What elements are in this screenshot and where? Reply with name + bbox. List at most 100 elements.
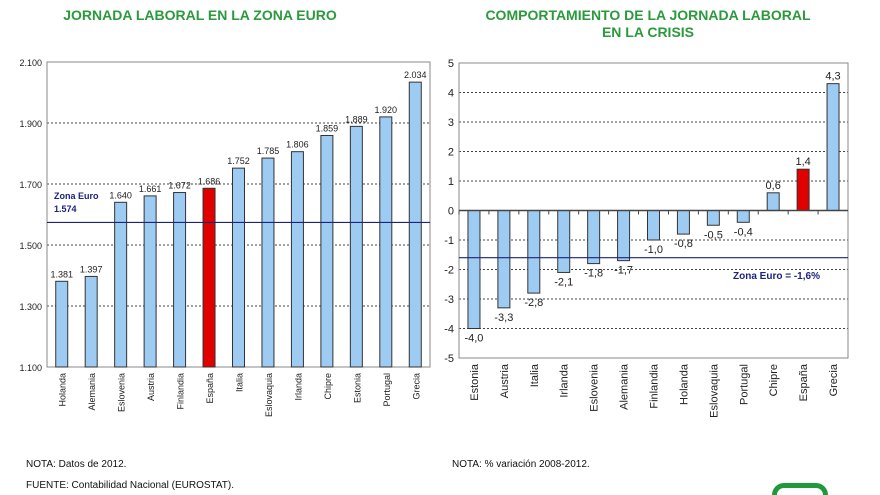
bar-eslovenia <box>587 210 601 265</box>
data-label: -0,8 <box>674 238 693 250</box>
bar-finlandia <box>647 210 660 241</box>
data-label: 4,3 <box>825 71 840 83</box>
x-tick-label: Portugal <box>738 364 750 405</box>
y-tick-label: -2 <box>444 265 454 277</box>
y-tick-label: 1 <box>448 176 454 188</box>
chart-title-left: JORNADA LABORAL EN LA ZONA EURO <box>63 7 337 23</box>
x-tick-label: Estonia <box>469 363 481 401</box>
y-tick-label: 1.500 <box>19 241 42 251</box>
reference-label-line2: 1.574 <box>54 204 77 214</box>
x-tick-label: Alemania <box>619 363 631 410</box>
y-tick-label: 3 <box>448 117 454 129</box>
source-left: FUENTE: Contabilidad Nacional (EUROSTAT)… <box>26 480 235 491</box>
x-tick-label: Eslovenia <box>117 373 127 412</box>
y-tick-label: -5 <box>444 353 454 365</box>
bar-holanda <box>55 280 69 368</box>
chart-title-right-line1: COMPORTAMIENTO DE LA JORNADA LABORAL <box>485 7 811 23</box>
y-tick-label: 1.100 <box>19 363 42 373</box>
bar-portugal <box>379 116 393 368</box>
bar-irlanda <box>557 210 571 273</box>
data-label: 1.381 <box>50 269 73 279</box>
bar-grecia <box>826 83 840 211</box>
y-tick-label: 2.100 <box>19 58 42 68</box>
x-tick-label: Eslovaquia <box>708 363 720 418</box>
data-label: 1.806 <box>286 140 309 150</box>
data-label: -0,4 <box>734 226 753 238</box>
data-label: -1,0 <box>644 244 663 256</box>
data-label: -1,8 <box>584 268 603 280</box>
y-tick-label: 1.300 <box>19 302 42 312</box>
x-tick-label: Holanda <box>678 363 690 405</box>
x-tick-label: Grecia <box>411 373 421 400</box>
bar-chipre <box>766 192 780 212</box>
x-tick-label: España <box>798 363 810 401</box>
x-tick-label: Chipre <box>323 373 333 400</box>
note-right: NOTA: % variación 2008-2012. <box>452 459 590 470</box>
bar-italia <box>527 210 541 294</box>
data-label: 1.672 <box>168 181 191 191</box>
data-label: 1.920 <box>375 105 398 115</box>
data-label: -0,5 <box>704 229 723 241</box>
y-tick-label: 1.900 <box>19 119 42 129</box>
x-tick-label: Alemania <box>87 373 97 411</box>
x-tick-label: Chipre <box>768 364 780 396</box>
y-tick-label: 5 <box>448 58 454 70</box>
bar-grecia <box>408 81 422 368</box>
y-tick-label: 1.700 <box>19 180 42 190</box>
x-tick-label: Irlanda <box>293 373 303 401</box>
x-tick-label: Eslovenia <box>589 363 601 412</box>
bar-eslovaquia <box>261 157 275 368</box>
data-label: -3,3 <box>494 312 513 324</box>
data-label: 1.859 <box>316 124 339 134</box>
x-tick-label: Irlanda <box>559 363 571 398</box>
note-left: NOTA: Datos de 2012. <box>26 459 127 470</box>
data-label: 0,6 <box>766 180 781 192</box>
bar-austria <box>497 210 511 309</box>
x-tick-label: Austria <box>146 373 156 401</box>
bar-irlanda <box>290 151 304 368</box>
bar-eslovaquia <box>706 210 720 226</box>
data-label: 1.752 <box>227 156 250 166</box>
data-label: 1,4 <box>795 156 810 168</box>
x-tick-label: Estonia <box>352 373 362 403</box>
x-tick-label: Italia <box>235 373 245 392</box>
y-tick-label: -4 <box>444 324 454 336</box>
x-tick-label: Holanda <box>58 373 68 407</box>
data-label: 1.889 <box>345 114 368 124</box>
bar-finlandia <box>173 192 187 368</box>
bar-eslovenia <box>114 201 128 368</box>
chart-title-right-line2: EN LA CRISIS <box>602 24 694 40</box>
x-tick-label: España <box>205 373 215 404</box>
logo-icon <box>772 483 828 495</box>
data-label: 1.397 <box>80 264 103 274</box>
bar-estonia <box>467 210 481 329</box>
bar-italia <box>232 167 245 368</box>
y-tick-label: 4 <box>448 88 454 100</box>
data-label: 1.686 <box>198 176 221 186</box>
bar-españa <box>202 187 216 368</box>
data-label: -2,8 <box>524 297 543 309</box>
y-tick-label: -3 <box>444 294 454 306</box>
bar-portugal <box>736 210 750 223</box>
reference-label-line1: Zona Euro <box>54 191 99 201</box>
y-tick-label: 2 <box>448 147 454 159</box>
data-label: 1.785 <box>257 146 280 156</box>
y-tick-label: -1 <box>444 235 454 247</box>
x-tick-label: Grecia <box>828 363 840 396</box>
x-tick-label: Finlandia <box>649 363 661 409</box>
y-tick-label: 0 <box>448 206 454 218</box>
x-tick-label: Italia <box>529 363 541 387</box>
data-label: -4,0 <box>464 333 483 345</box>
data-label: -2,1 <box>554 276 573 288</box>
x-tick-label: Portugal <box>382 373 392 407</box>
bar-estonia <box>349 125 363 368</box>
bar-holanda <box>676 210 690 235</box>
bar-chipre <box>320 135 334 368</box>
bar-alemania <box>84 275 98 368</box>
bar-austria <box>143 195 157 368</box>
x-tick-label: Eslovaquia <box>264 373 274 417</box>
x-tick-label: Austria <box>499 363 511 398</box>
data-label: 1.640 <box>109 190 132 200</box>
x-tick-label: Finlandia <box>176 373 186 410</box>
